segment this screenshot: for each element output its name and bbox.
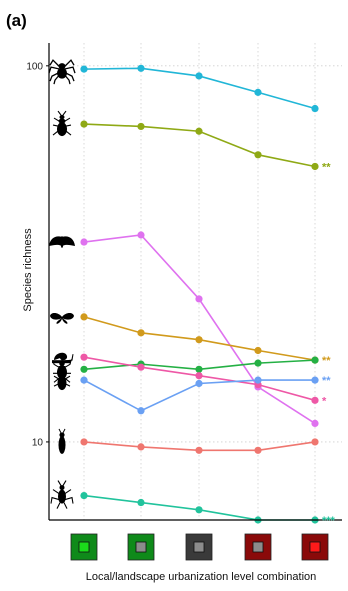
data-point [137,64,145,72]
data-point [80,120,88,128]
local-square [135,541,147,553]
series-butterfly [80,313,319,364]
spider-icon [48,59,76,85]
x-category-1 [70,533,98,561]
data-point [80,238,88,246]
significance-label: *** [322,515,336,527]
data-point [195,379,203,388]
data-point [137,122,145,131]
data-point [80,65,88,73]
x-category-4 [244,533,272,561]
data-point [80,313,88,321]
cricket-icon [50,480,74,509]
data-point [311,162,319,171]
series-bee [80,438,319,454]
data-point [254,88,262,96]
icon-column [48,59,76,509]
data-point [311,419,319,428]
data-point [195,127,203,135]
moth-icon [49,236,75,249]
x-axis-title: Local/landscape urbanization level combi… [86,571,317,583]
significance-label: * [322,395,327,407]
series-spider [80,64,319,113]
butterfly-icon [50,313,74,324]
data-point [80,491,88,500]
series-weevil [80,356,319,373]
data-point [137,498,145,507]
significance-label: ** [322,161,331,173]
data-point [80,353,88,361]
data-point [195,506,203,514]
grid [49,43,342,520]
data-point [195,372,203,380]
series-cricket [80,491,319,524]
y-ticks: 10 100 [26,61,49,448]
y-tick-label: 10 [32,437,44,448]
data-point [254,446,262,454]
x-category-3 [185,533,213,561]
x-categories [70,533,329,561]
significance-label: ** [322,375,331,387]
series-moth [80,231,319,428]
data-point [254,346,262,355]
data-point [80,365,88,373]
data-point [137,231,145,239]
series-ground-beetle [80,120,319,171]
local-square [252,541,264,553]
data-point [137,407,145,415]
data-point [195,295,203,303]
data-point [80,376,88,384]
panel-label: (a) [6,11,27,30]
data-point [311,376,319,384]
data-point [254,151,262,159]
data-point [80,438,88,446]
data-point [195,336,203,344]
local-square [309,541,321,553]
local-square [193,541,205,553]
beetle-icon [53,365,71,391]
data-point [195,365,203,373]
local-square [78,541,90,553]
series-line [83,234,316,425]
ground-beetle-icon [52,110,72,137]
snail-icon [51,352,74,364]
significance-labels: ********** [322,161,336,527]
y-axis-title: Species richness [22,228,34,312]
data-point [137,363,145,371]
data-point [311,356,319,364]
series-layer [80,64,319,524]
data-point [195,72,203,80]
landscape-square [244,533,272,561]
data-point [137,443,145,451]
bee-icon [58,428,66,454]
series-snail [80,353,319,404]
data-point [311,396,319,404]
x-category-2 [127,533,155,561]
data-point [137,329,145,337]
axes [48,43,342,521]
data-point [254,359,262,367]
data-point [254,376,262,384]
data-point [311,104,319,113]
significance-label: ** [322,355,331,367]
series-beetle [80,376,319,415]
data-point [195,446,203,454]
y-tick-label: 100 [26,61,43,72]
data-point [311,438,319,446]
x-category-5 [301,533,329,561]
